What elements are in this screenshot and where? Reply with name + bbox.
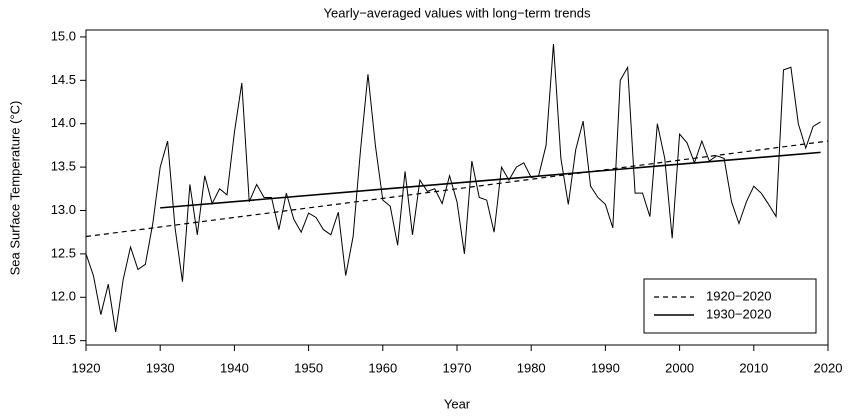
y-tick-label: 13.0 [51,202,76,217]
x-tick-label: 1990 [591,360,620,375]
x-tick-label: 2020 [814,360,843,375]
x-tick-label: 2010 [739,360,768,375]
x-tick-label: 1960 [368,360,397,375]
legend-box [643,278,817,334]
legend-label: 1920−2020 [706,288,771,303]
y-tick-label: 11.5 [52,332,76,347]
legend-label: 1930−2020 [706,306,771,321]
x-axis-label: Year [444,396,471,411]
series-line [85,140,829,238]
x-tick-label: 1980 [517,360,546,375]
x-tick-label: 1920 [72,360,101,375]
y-axis-label: Sea Surface Temperature (°C) [7,101,22,276]
x-tick-label: 1940 [220,360,249,375]
chart-title: Yearly−averaged values with long−term tr… [324,5,591,20]
x-tick-label: 2000 [665,360,694,375]
y-tick-label: 12.0 [51,289,76,304]
y-tick-label: 12.5 [51,245,76,260]
y-tick-label: 14.0 [51,115,76,130]
y-tick-label: 14.5 [51,72,76,87]
y-tick-label: 13.5 [51,159,76,174]
x-tick-label: 1930 [146,360,175,375]
x-tick-label: 1970 [443,360,472,375]
series-line [160,151,821,209]
x-tick-label: 1950 [294,360,323,375]
y-tick-label: 15.0 [51,28,76,43]
